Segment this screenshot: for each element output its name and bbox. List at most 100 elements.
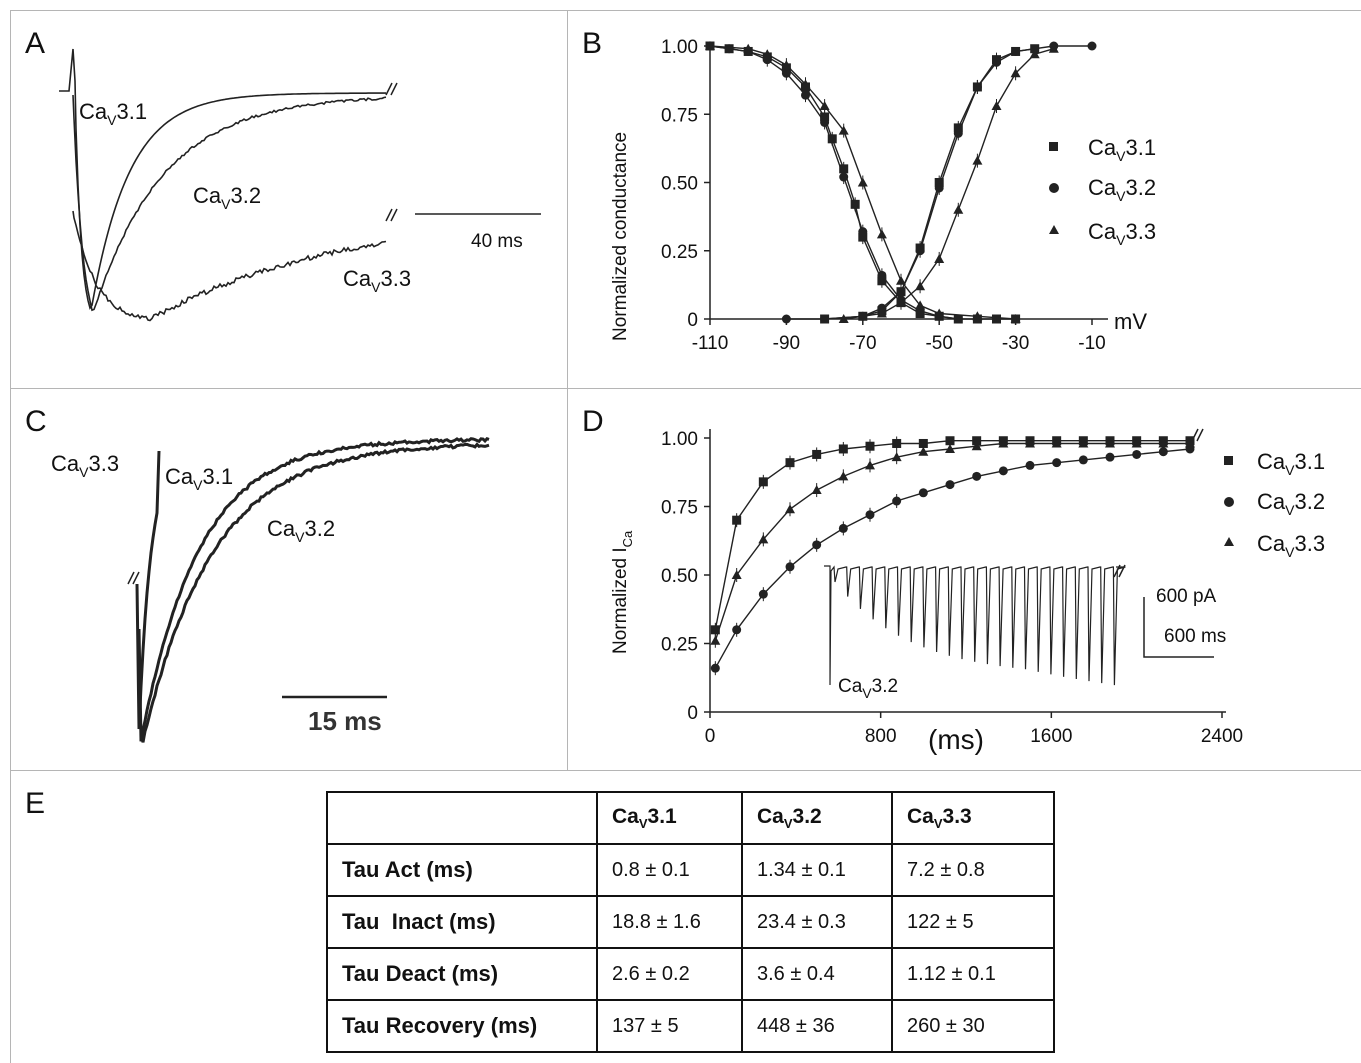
- legend-b: CaV3.1 CaV3.2 CaV3.3: [1049, 135, 1156, 248]
- data-point-cav3.1: [732, 516, 741, 525]
- data-point-cav3.1: [946, 436, 955, 445]
- x-tick-label: 2400: [1201, 726, 1243, 747]
- legend-marker-triangle: [1049, 225, 1059, 234]
- x-tick-label: -110: [692, 333, 729, 354]
- table-cell: 23.4 ± 0.3: [742, 896, 892, 948]
- data-point-cav3.3: [858, 178, 868, 187]
- data-point-cav3.3: [838, 471, 848, 480]
- inset-scale-time: 600 ms: [1164, 626, 1226, 647]
- data-point-cav3.2: [1106, 453, 1115, 462]
- table-cell: 0.8 ± 0.1: [597, 844, 742, 896]
- panel-a-svg: A CaV3.1 CaV3.2 CaV3.3 40 ms: [11, 11, 569, 390]
- data-point-cav3.2: [946, 480, 955, 489]
- x-tick-label: -10: [1078, 333, 1105, 354]
- data-point-cav3.3: [812, 485, 822, 494]
- y-tick-label: 0.50: [661, 566, 698, 587]
- data-point-cav3.2: [711, 664, 720, 673]
- data-point-cav3.2: [1088, 42, 1097, 51]
- legend-d-marker-triangle: [1224, 537, 1234, 546]
- y-tick-label: 0.75: [661, 498, 698, 519]
- data-point-cav3.1: [866, 442, 875, 451]
- curve-cav3.3: [715, 444, 1190, 641]
- x-tick-label: -70: [849, 333, 876, 354]
- y-tick-label: 0: [687, 310, 698, 331]
- data-point-cav3.2: [999, 466, 1008, 475]
- x-tick-label: -50: [925, 333, 952, 354]
- y-tick-label: 1.00: [661, 429, 698, 450]
- label-c-cav32: CaV3.2: [267, 516, 335, 545]
- label-c-cav33: CaV3.3: [51, 451, 119, 480]
- legend-d-cav33: CaV3.3: [1257, 531, 1325, 560]
- x-axis-label-b: mV: [1114, 309, 1147, 334]
- x-axis-label-d: (ms): [928, 724, 984, 755]
- panel-e-label: E: [25, 787, 45, 821]
- panel-c-svg: C CaV3.3 CaV3.1 CaV3.2 15 ms: [11, 389, 569, 771]
- y-tick-label: 1.00: [661, 37, 698, 58]
- y-axis-label-b: Normalized conductance: [610, 132, 631, 341]
- table-cell: 3.6 ± 0.4: [742, 948, 892, 1000]
- data-point-cav3.3: [710, 636, 720, 645]
- data-point-cav3.2: [919, 488, 928, 497]
- table-row: Tau Deact (ms) 2.6 ± 0.2 3.6 ± 0.4 1.12 …: [327, 948, 1054, 1000]
- row-label: Tau Recovery (ms): [327, 1000, 597, 1052]
- y-tick-label: 0: [687, 703, 698, 724]
- data-point-cav3.1: [759, 477, 768, 486]
- panel-c-label: C: [25, 405, 47, 438]
- data-point-cav3.3: [915, 281, 925, 290]
- data-point-cav3.2: [866, 510, 875, 519]
- data-point-cav3.2: [892, 497, 901, 506]
- panel-d-chart: D (ms) Normalized ICa 0 800 1600 240000.250…: [568, 389, 1361, 771]
- panel-b-chart: B mV Normalized conductance -110 -90 -70 -5…: [568, 11, 1361, 390]
- data-point-cav3.2: [839, 173, 848, 182]
- data-point-cav3.2: [1132, 450, 1141, 459]
- row-label: Tau Act (ms): [327, 844, 597, 896]
- x-tick-label: 0: [705, 726, 716, 747]
- data-point-cav3.2: [812, 540, 821, 549]
- table-cell: 122 ± 5: [892, 896, 1054, 948]
- scale-bar-c-label: 15 ms: [308, 706, 382, 736]
- data-point-cav3.2: [1026, 461, 1035, 470]
- data-point-cav3.2: [858, 227, 867, 236]
- table-cell: 260 ± 30: [892, 1000, 1054, 1052]
- data-point-cav3.2: [801, 91, 810, 100]
- data-point-cav3.2: [1079, 455, 1088, 464]
- panel-c: C CaV3.3 CaV3.1 CaV3.2 15 ms: [10, 389, 568, 771]
- curve-cav3.1-activation: [825, 49, 1035, 319]
- panel-b: B mV Normalized conductance -110 -90 -70 -5…: [568, 10, 1361, 389]
- x-tick-label: -90: [773, 333, 800, 354]
- data-point-cav3.1: [786, 458, 795, 467]
- data-point-cav3.2: [820, 118, 829, 127]
- data-point-cav3.2: [1159, 447, 1168, 456]
- table-cell: 448 ± 36: [742, 1000, 892, 1052]
- y-tick-label: 0.50: [661, 174, 698, 195]
- inset-break-marks: [1114, 565, 1125, 577]
- scale-bar-a-label: 40 ms: [471, 231, 523, 252]
- data-point-cav3.1: [919, 439, 928, 448]
- row-label: Tau Inact (ms): [327, 896, 597, 948]
- data-point-cav3.3: [953, 205, 963, 214]
- legend-d-marker-square: [1224, 456, 1233, 465]
- data-point-cav3.3: [992, 101, 1002, 110]
- table-cell: 1.34 ± 0.1: [742, 844, 892, 896]
- break-marks-c: [128, 572, 139, 584]
- y-tick-label: 0.25: [661, 242, 698, 263]
- data-point-cav3.2: [759, 590, 768, 599]
- table-cell: 2.6 ± 0.2: [597, 948, 742, 1000]
- label-cav32: CaV3.2: [193, 183, 261, 212]
- inset-trace: [824, 566, 1125, 685]
- panel-b-label: B: [582, 27, 602, 60]
- data-point-cav3.2: [935, 183, 944, 192]
- data-point-cav3.1: [812, 450, 821, 459]
- data-point-cav3.3: [785, 504, 795, 513]
- table-corner-cell: [327, 792, 597, 844]
- label-cav33: CaV3.3: [343, 266, 411, 295]
- label-c-cav31: CaV3.1: [165, 464, 233, 493]
- col-header-cav33: CaV3.3: [892, 792, 1054, 844]
- panel-e: E CaV3.1 CaV3.2 CaV3.3 Tau Act (ms) 0.8 …: [10, 771, 1361, 1063]
- legend-d-cav32: CaV3.2: [1257, 489, 1325, 518]
- kinetics-table: CaV3.1 CaV3.2 CaV3.3 Tau Act (ms) 0.8 ± …: [326, 791, 1055, 1053]
- break-marks: [386, 83, 397, 221]
- legend-marker-square: [1049, 142, 1058, 151]
- data-point-cav3.2: [916, 246, 925, 255]
- data-point-cav3.3: [934, 254, 944, 263]
